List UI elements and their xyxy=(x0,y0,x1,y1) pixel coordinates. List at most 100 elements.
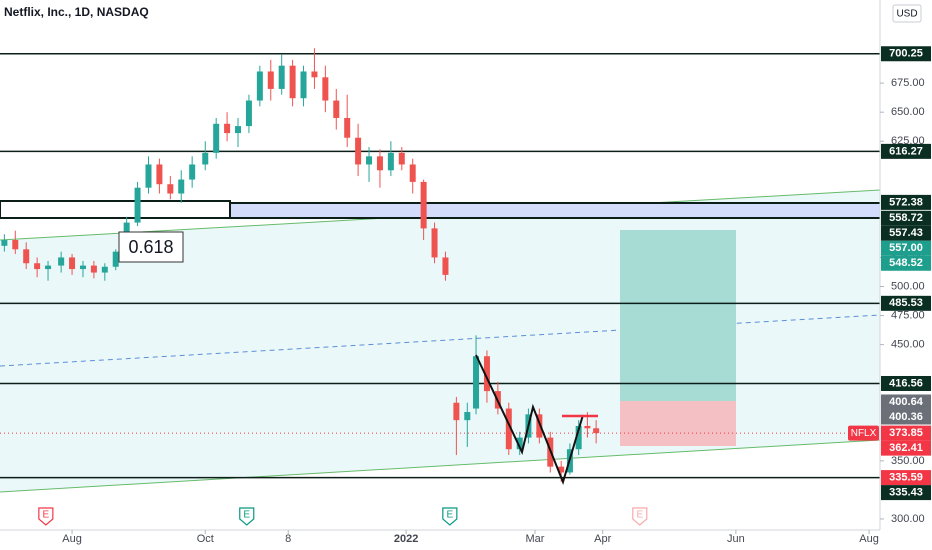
event-marker xyxy=(38,507,54,526)
x-tick-label: 2022 xyxy=(394,533,418,545)
price-label: 373.85 xyxy=(889,427,923,439)
price-axis xyxy=(880,0,932,550)
candle-body xyxy=(156,164,163,185)
drawings: 0.618 xyxy=(118,231,598,486)
price-label-box xyxy=(881,194,931,210)
price-label: 557.43 xyxy=(889,227,923,239)
candle-body xyxy=(224,123,231,134)
price-label-box xyxy=(881,46,931,62)
price-label-box xyxy=(881,210,931,226)
candle-body xyxy=(431,228,438,258)
candle-body xyxy=(58,257,65,266)
event-label: E xyxy=(43,510,50,521)
candle-body xyxy=(189,164,196,180)
event-label: E xyxy=(243,510,250,521)
candle-body xyxy=(202,152,209,165)
candle-body xyxy=(593,428,600,434)
y-tick-label: 300.00 xyxy=(891,513,925,525)
candle-body xyxy=(178,179,185,194)
dashed-trend xyxy=(0,314,881,367)
candle-body xyxy=(34,263,41,270)
y-tick-label: 650.00 xyxy=(891,106,925,118)
candle-body xyxy=(23,249,30,264)
y-tick-label: 500.00 xyxy=(891,280,925,292)
price-label: 616.27 xyxy=(889,145,923,157)
price-label-box xyxy=(881,143,931,159)
candle-body xyxy=(311,71,318,78)
candle-body xyxy=(344,117,351,138)
candle-body xyxy=(505,408,512,450)
candle-body xyxy=(101,266,108,273)
candle-body xyxy=(1,240,8,246)
price-label: 416.56 xyxy=(889,377,923,389)
candle-body xyxy=(45,265,52,270)
candle-body xyxy=(464,412,471,421)
price-label-box xyxy=(881,440,931,456)
price-label-box xyxy=(881,255,931,271)
price-label-box xyxy=(881,485,931,501)
x-tick-label: Aug xyxy=(62,533,82,545)
candle-body xyxy=(134,187,141,223)
event-marker xyxy=(239,507,255,526)
fib-box xyxy=(118,231,184,263)
candle-body xyxy=(12,240,19,250)
candle-body xyxy=(235,126,242,134)
candle-body xyxy=(112,251,119,267)
event-marker xyxy=(632,507,648,526)
candle-body xyxy=(245,100,252,127)
candle-body xyxy=(300,71,307,99)
x-tick-label: Mar xyxy=(526,533,545,545)
candle-body xyxy=(409,164,416,182)
candle-body xyxy=(398,152,405,165)
x-tick-label: Oct xyxy=(197,533,214,545)
candle-body xyxy=(387,152,394,171)
price-label: 335.59 xyxy=(889,471,923,483)
zone-box-blue xyxy=(229,202,883,219)
candle-body xyxy=(333,100,340,118)
candle-body xyxy=(90,265,97,273)
event-marker xyxy=(442,507,458,526)
candle-body xyxy=(79,265,86,270)
symbol-box xyxy=(848,425,879,441)
price-label-box xyxy=(881,470,931,486)
candle-body xyxy=(289,65,296,99)
price-label: 572.38 xyxy=(889,196,923,208)
candle-body xyxy=(69,257,76,270)
price-label: 362.41 xyxy=(889,442,923,454)
event-label: E xyxy=(636,510,643,521)
price-label-box xyxy=(881,409,931,425)
candle-body xyxy=(473,356,480,409)
candle-body xyxy=(483,356,490,392)
candle-body xyxy=(256,71,263,101)
fib-label: 0.618 xyxy=(128,237,173,257)
price-label-box xyxy=(881,240,931,256)
currency-box xyxy=(892,4,922,23)
candle-body xyxy=(145,164,152,188)
position-target xyxy=(620,230,736,401)
price-label: 700.25 xyxy=(889,48,923,60)
y-tick-label: 450.00 xyxy=(891,339,925,351)
candle-body xyxy=(442,257,449,275)
candle-body xyxy=(558,466,565,473)
candle-body xyxy=(584,425,591,429)
candle-body xyxy=(267,71,274,89)
candle-body xyxy=(213,123,220,153)
position-stop xyxy=(620,401,736,446)
price-label-box xyxy=(881,375,931,391)
x-tick-label: Apr xyxy=(594,533,611,545)
chart-title: Netflix, Inc., 1D, NASDAQ xyxy=(4,5,149,19)
symbol-label: NFLX xyxy=(851,428,877,439)
y-tick-label: 675.00 xyxy=(891,77,925,89)
candle-body xyxy=(278,65,285,89)
channel-lower xyxy=(0,439,881,493)
zone-box xyxy=(0,200,231,219)
candle-body xyxy=(516,437,523,450)
price-label: 485.53 xyxy=(889,297,923,309)
candle-body xyxy=(453,402,460,421)
candle-body xyxy=(376,156,383,171)
price-label: 335.43 xyxy=(889,486,923,498)
price-label: 400.64 xyxy=(889,396,924,408)
currency: USD xyxy=(896,9,917,20)
x-tick-label: Jun xyxy=(727,533,745,545)
